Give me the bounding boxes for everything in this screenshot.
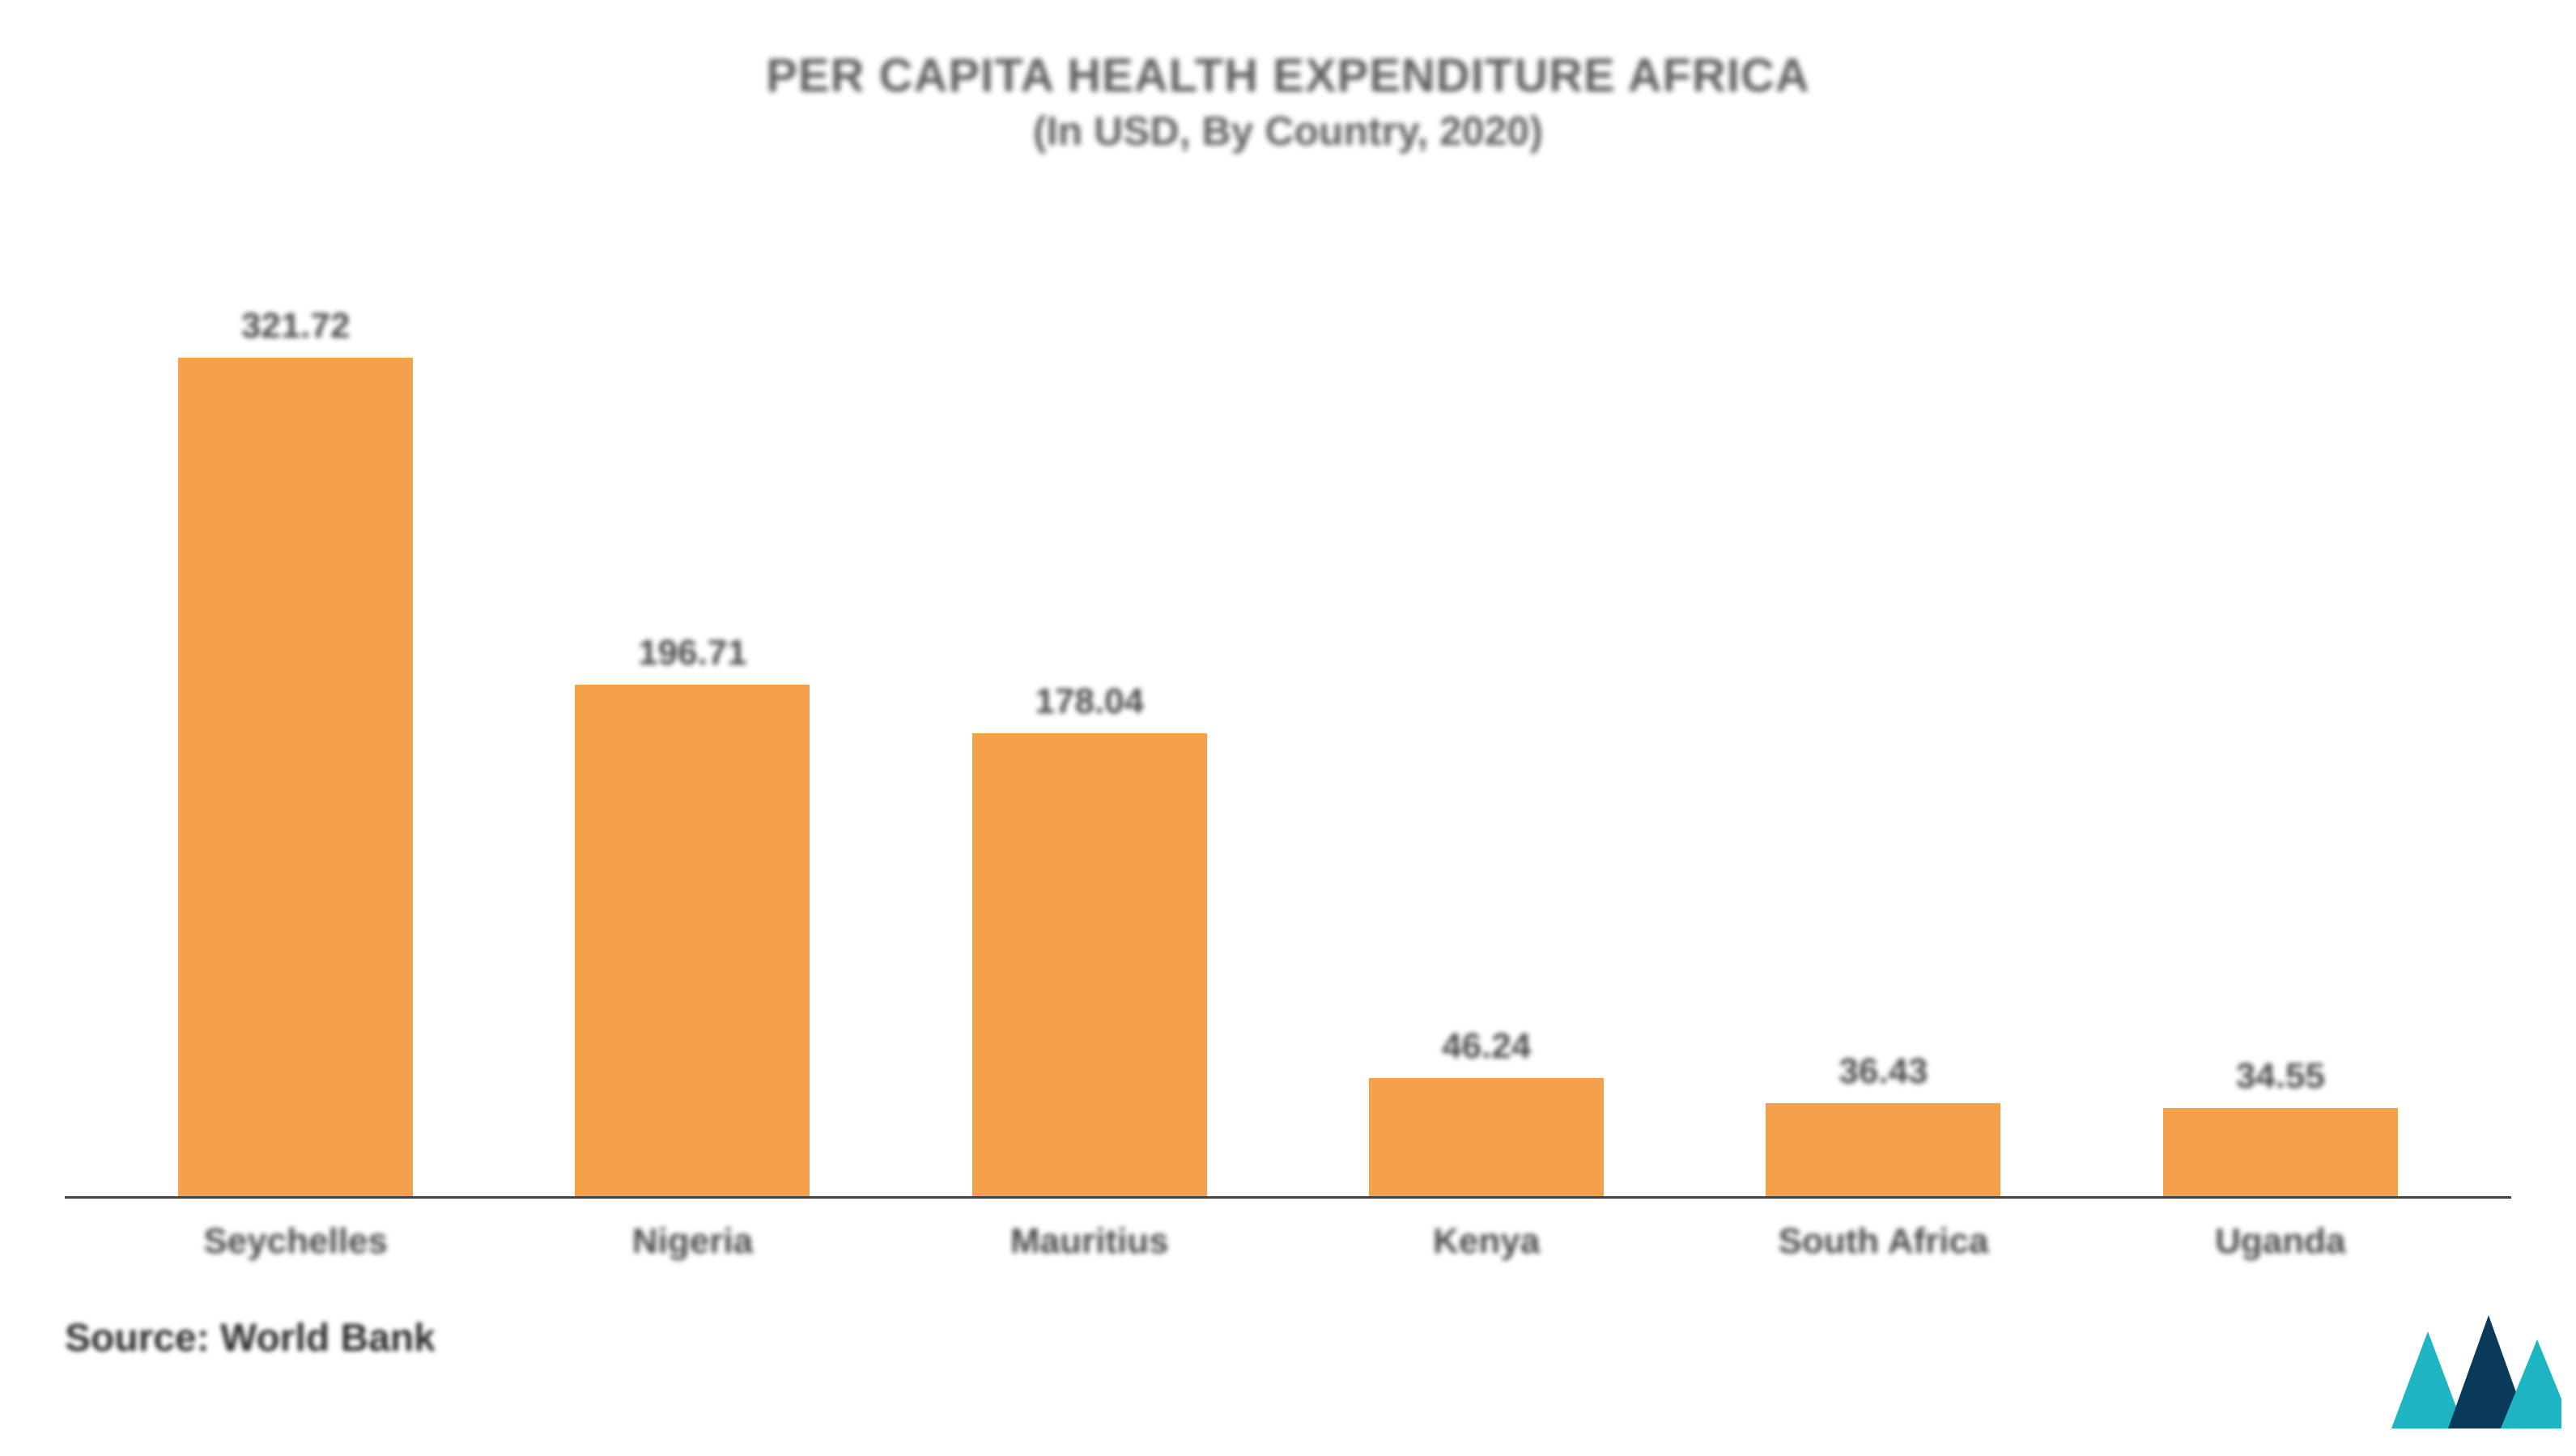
x-axis-label: Seychelles [97, 1221, 494, 1262]
x-axis-label: South Africa [1685, 1221, 2081, 1262]
title-block: PER CAPITA HEALTH EXPENDITURE AFRICA (In… [65, 49, 2511, 155]
bar-slot: 321.72 [97, 284, 494, 1199]
bar-value-label: 178.04 [1035, 681, 1145, 722]
bar [1766, 1103, 2000, 1199]
x-axis-label: Uganda [2082, 1221, 2479, 1262]
bar-slot: 46.24 [1288, 284, 1685, 1199]
bar-value-label: 46.24 [1442, 1026, 1531, 1067]
watermark-logo [2391, 1315, 2561, 1428]
x-axis-label: Nigeria [494, 1221, 891, 1262]
bar [2163, 1108, 2398, 1199]
bar-value-label: 34.55 [2236, 1056, 2325, 1097]
chart-subtitle: (In USD, By Country, 2020) [65, 108, 2511, 155]
x-axis-label: Mauritius [891, 1221, 1288, 1262]
bar-slot: 36.43 [1685, 284, 2081, 1199]
bar-value-label: 321.72 [241, 306, 351, 346]
bar-slot: 196.71 [494, 284, 891, 1199]
bar-value-label: 36.43 [1838, 1051, 1928, 1092]
x-axis-line [65, 1196, 2511, 1199]
bar [178, 358, 413, 1199]
plot-area: 321.72 196.71 178.04 46.24 36.43 34.55 [65, 284, 2511, 1199]
bar-slot: 178.04 [891, 284, 1288, 1199]
bar [972, 733, 1207, 1199]
bar-value-label: 196.71 [638, 633, 747, 673]
bars-row: 321.72 196.71 178.04 46.24 36.43 34.55 [65, 284, 2511, 1199]
logo-icon [2391, 1315, 2561, 1428]
x-axis-labels: Seychelles Nigeria Mauritius Kenya South… [65, 1199, 2511, 1262]
bar [575, 685, 810, 1199]
bar-slot: 34.55 [2082, 284, 2479, 1199]
chart-container: PER CAPITA HEALTH EXPENDITURE AFRICA (In… [0, 0, 2576, 1456]
x-axis-label: Kenya [1288, 1221, 1685, 1262]
bar [1369, 1078, 1604, 1199]
source-attribution: Source: World Bank [65, 1316, 436, 1360]
chart-title: PER CAPITA HEALTH EXPENDITURE AFRICA [65, 49, 2511, 103]
